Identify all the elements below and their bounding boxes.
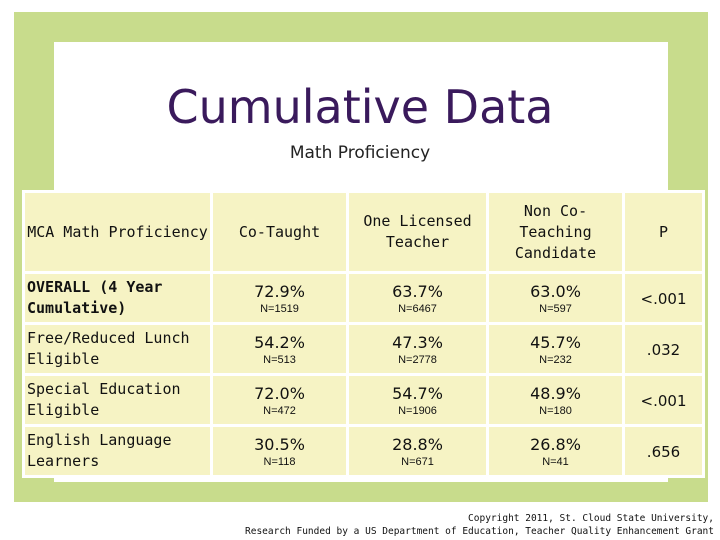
row-label: Free/Reduced Lunch Eligible [22,322,213,376]
non-co-teaching-cell: 48.9% N=180 [486,373,625,427]
table-row: Free/Reduced Lunch Eligible 54.2% N=513 4… [22,322,705,376]
page-title: Cumulative Data [166,80,554,134]
pct-value: 72.0% [254,383,305,403]
pct-value: 26.8% [530,434,581,454]
p-cell: <.001 [622,373,705,427]
p-cell: <.001 [622,271,705,325]
pct-value: 30.5% [254,434,305,454]
co-taught-cell: 30.5% N=118 [210,424,349,478]
p-value: .032 [646,340,681,359]
non-co-teaching-cell: 45.7% N=232 [486,322,625,376]
copyright-line-2: Research Funded by a US Department of Ed… [245,526,714,537]
pct-value: 28.8% [392,434,443,454]
pct-value: 63.7% [392,281,443,301]
table-row: English Language Learners 30.5% N=118 28.… [22,424,705,478]
p-cell: .656 [622,424,705,478]
n-value: N=513 [263,353,296,366]
header-p: P [622,190,705,274]
n-value: N=2778 [398,353,437,366]
n-value: N=597 [539,302,572,315]
non-co-teaching-cell: 26.8% N=41 [486,424,625,478]
one-licensed-cell: 28.8% N=671 [346,424,489,478]
pct-value: 72.9% [254,281,305,301]
non-co-teaching-cell: 63.0% N=597 [486,271,625,325]
p-value: .656 [646,442,681,461]
header-one-licensed: One Licensed Teacher [346,190,489,274]
row-label: Special Education Eligible [22,373,213,427]
n-value: N=472 [263,404,296,417]
p-cell: .032 [622,322,705,376]
p-value: <.001 [640,391,687,410]
pct-value: 63.0% [530,281,581,301]
pct-value: 54.7% [392,383,443,403]
header-mca: MCA Math Proficiency [22,190,213,274]
pct-value: 47.3% [392,332,443,352]
pct-value: 45.7% [530,332,581,352]
co-taught-cell: 72.9% N=1519 [210,271,349,325]
n-value: N=180 [539,404,572,417]
one-licensed-cell: 54.7% N=1906 [346,373,489,427]
copyright-notice: Copyright 2011, St. Cloud State Universi… [245,512,714,538]
one-licensed-cell: 47.3% N=2778 [346,322,489,376]
header-non-co-teaching: Non Co-Teaching Candidate [486,190,625,274]
table-row: Special Education Eligible 72.0% N=472 54… [22,373,705,427]
row-label: English Language Learners [22,424,213,478]
table-header-row: MCA Math Proficiency Co-Taught One Licen… [22,190,705,274]
p-value: <.001 [640,289,687,308]
proficiency-table: MCA Math Proficiency Co-Taught One Licen… [22,190,705,478]
row-label: OVERALL (4 Year Cumulative) [22,271,213,325]
n-value: N=118 [263,455,296,468]
co-taught-cell: 54.2% N=513 [210,322,349,376]
n-value: N=41 [542,455,569,468]
pct-value: 54.2% [254,332,305,352]
co-taught-cell: 72.0% N=472 [210,373,349,427]
copyright-line-1: Copyright 2011, St. Cloud State Universi… [468,513,714,524]
n-value: N=671 [401,455,434,468]
table-row: OVERALL (4 Year Cumulative) 72.9% N=1519 … [22,271,705,325]
n-value: N=6467 [398,302,437,315]
n-value: N=232 [539,353,572,366]
page-subtitle: Math Proficiency [289,143,431,163]
n-value: N=1906 [398,404,437,417]
n-value: N=1519 [260,302,299,315]
header-co-taught: Co-Taught [210,190,349,274]
pct-value: 48.9% [530,383,581,403]
one-licensed-cell: 63.7% N=6467 [346,271,489,325]
